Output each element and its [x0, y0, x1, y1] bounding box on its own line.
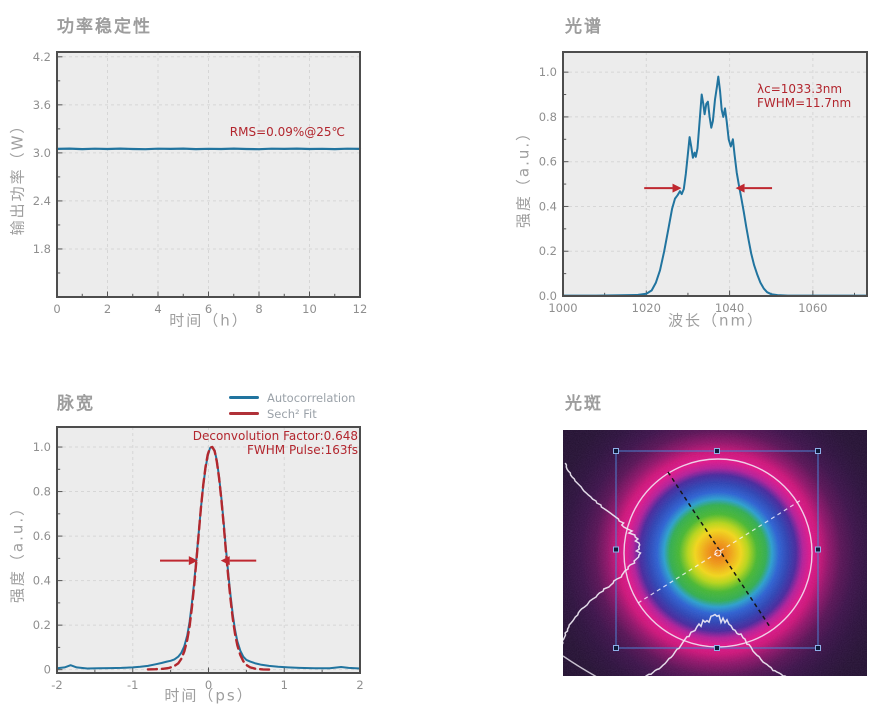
annotation-text: FWHM Pulse:163fs	[247, 443, 358, 457]
y-tick-label: 1.0	[539, 65, 557, 79]
spectrum-x-axis-label: 波长（nm）	[667, 311, 765, 330]
y-tick-label: 0.2	[33, 618, 51, 632]
plot-frame	[562, 51, 868, 297]
plot-frame	[56, 426, 361, 674]
fwhm-arrow-head	[220, 556, 230, 566]
x-tick-label: 1020	[632, 301, 661, 315]
y-tick-label: 0.6	[33, 529, 51, 543]
plot-frame	[56, 51, 361, 298]
panel-title-power-stability: 功率稳定性	[57, 17, 152, 37]
beam-profile-image	[563, 430, 867, 676]
legend-label: Sech² Fit	[267, 406, 317, 421]
x-tick-label: 1040	[715, 301, 744, 315]
y-tick-label: 1.0	[33, 440, 51, 454]
fwhm-arrow-head	[672, 183, 682, 193]
fwhm-arrow-head	[735, 183, 745, 193]
panel-title-spectrum: 光谱	[565, 17, 603, 37]
x-tick-label: 0	[53, 302, 60, 316]
selection-handle	[815, 546, 821, 553]
selection-handle	[815, 448, 821, 454]
power-x-axis-label: 时间（h）	[169, 311, 249, 330]
power-stability-chart: 0 2 4 6 8 10 12 1.8 2.4 3.0 3.6 4.2 RMS=0.09%@25℃	[33, 50, 368, 316]
x-tick-label: 4	[154, 302, 161, 316]
pulse-legend: Autocorrelation Sech² Fit	[229, 390, 356, 421]
x-tick-label: 1	[281, 678, 288, 692]
x-tick-label: 1060	[798, 301, 827, 315]
panel-title-pulse-width: 脉宽	[57, 394, 95, 414]
x-tick-label: 12	[353, 302, 368, 316]
selection-handle	[613, 448, 619, 454]
panel-title-beam-spot: 光斑	[565, 394, 603, 414]
y-tick-label: 4.2	[33, 50, 51, 64]
y-tick-label: 0.0	[539, 289, 557, 303]
x-tick-label: 10	[302, 302, 317, 316]
y-tick-label: 0.8	[539, 110, 557, 124]
y-tick-label: 2.4	[33, 194, 51, 208]
y-tick-label: 0.6	[539, 155, 557, 169]
selection-handle	[613, 546, 619, 553]
y-tick-label: 3.6	[33, 98, 51, 112]
annotation-text: Deconvolution Factor:0.648	[193, 429, 358, 443]
beam-overlay	[563, 430, 867, 676]
plot-background	[563, 52, 867, 296]
legend-item-sech2-fit: Sech² Fit	[229, 406, 355, 421]
selection-handle	[815, 645, 821, 651]
beam-cross-section-profiles	[563, 462, 787, 676]
pulse-x-axis-label: 时间（ps）	[164, 686, 254, 705]
x-tick-label: 6	[205, 302, 212, 316]
x-tick-label: 2	[356, 678, 363, 692]
annotation-text: RMS=0.09%@25℃	[230, 125, 345, 139]
selection-handle	[714, 448, 720, 454]
annotation-text: λc=1033.3nm	[757, 82, 842, 96]
y-tick-label: 0.8	[33, 485, 51, 499]
major-axis-dashed-line	[667, 471, 771, 628]
annotation-text: FWHM=11.7nm	[757, 96, 851, 110]
profile-tail-segment	[563, 655, 597, 676]
x-tick-label: 2	[104, 302, 111, 316]
legend-label: Autocorrelation	[267, 390, 356, 405]
x-tick-label: 0	[205, 678, 212, 692]
minor-axis-dashed-line	[637, 499, 802, 604]
selection-box-handles[interactable]	[613, 448, 821, 651]
fwhm-arrow-head	[188, 556, 198, 566]
output-power-line	[55, 147, 362, 151]
beam-center-marker	[714, 549, 722, 557]
x-profile-curve	[644, 613, 787, 676]
x-tick-label: 8	[255, 302, 262, 316]
spectrum-chart: 1000 1020 1040 1060 0.0 0.2 0.4 0.6 0.8 1.0 λc=103…	[539, 51, 868, 315]
autocorrelation-line-swatch	[229, 395, 259, 400]
x-tick-label: -2	[51, 678, 62, 692]
y-profile-curve	[563, 462, 642, 645]
y-tick-label: 0.2	[539, 244, 557, 258]
selection-handle	[714, 645, 720, 651]
y-tick-label: 0.4	[33, 574, 51, 588]
y-tick-label: 1.8	[33, 242, 51, 256]
y-tick-label: 3.0	[33, 146, 51, 160]
spectrum-line	[562, 75, 868, 297]
selection-handle	[613, 645, 619, 651]
y-tick-label: 0	[44, 663, 51, 677]
pulse-width-chart: -2 -1 0 1 2 0 0.2 0.4 0.6 0.8 1.0 Deconvolution Fac…	[33, 426, 364, 692]
x-tick-label: 1000	[548, 301, 577, 315]
y-tick-label: 0.4	[539, 199, 557, 213]
sech2-fit-line	[146, 445, 275, 671]
sech2-fit-line-swatch	[229, 411, 259, 416]
legend-item-autocorrelation: Autocorrelation	[229, 390, 356, 405]
x-tick-label: -1	[127, 678, 138, 692]
